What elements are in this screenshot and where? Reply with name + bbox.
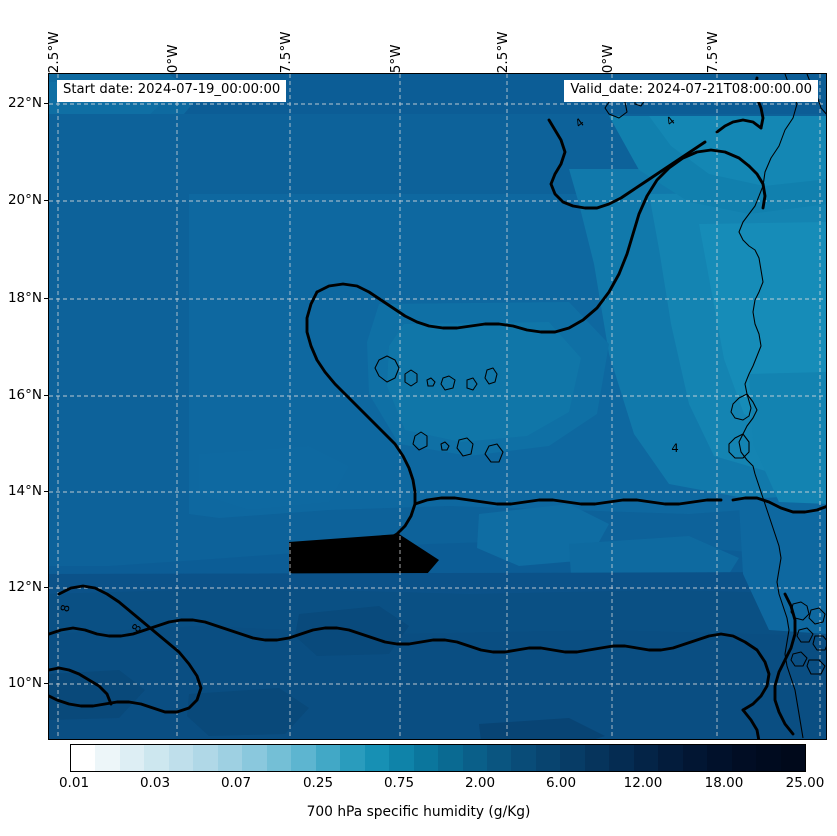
colorbar-cell [168, 745, 194, 771]
humidity-contour-lines [49, 76, 826, 739]
contour-label: 8 [57, 603, 72, 613]
colorbar-cell [217, 745, 243, 771]
colorbar-cell [535, 745, 561, 771]
latitude-tick-mark [44, 491, 48, 492]
colorbar-cell [462, 745, 487, 771]
latitude-tick-mark [44, 200, 48, 201]
colorbar-cell [291, 745, 316, 771]
colorbar-cell [364, 745, 390, 771]
colorbar-tick-label: 2.00 [464, 775, 496, 791]
colorbar-cell [95, 745, 120, 771]
colorbar-cell [609, 745, 634, 771]
colorbar-cell [144, 745, 169, 771]
latitude-tick-mark [44, 587, 48, 588]
colorbar-cell [511, 745, 536, 771]
map-plot-area[interactable]: 4 4 4 8 8 Start date: 2024-07-19_00:00:0… [48, 73, 827, 740]
colorbar-cell [315, 745, 341, 771]
colorbar-tick-label: 0.01 [58, 775, 90, 791]
colorbar-tick-label: 25.00 [785, 775, 825, 791]
contour-label: 4 [671, 441, 678, 455]
latitude-tick-label: 10°N [7, 675, 42, 691]
latitude-tick-mark [44, 395, 48, 396]
map-gridlines [49, 74, 826, 739]
colorbar-cell [71, 745, 96, 771]
map-svg: 4 4 4 8 8 [49, 74, 826, 739]
latitude-tick-label: 20°N [7, 192, 42, 208]
colorbar-cell [560, 745, 585, 771]
latitude-tick-mark [44, 298, 48, 299]
latitude-tick-label: 16°N [7, 387, 42, 403]
colorbar-tick-label: 0.07 [220, 775, 252, 791]
colorbar-cell [438, 745, 463, 771]
colorbar-cell [119, 745, 145, 771]
colorbar-cell [413, 745, 439, 771]
colorbar-cell [731, 745, 757, 771]
colorbar-cell [780, 745, 806, 771]
colorbar-cell [707, 745, 732, 771]
colorbar-tick-label: 12.00 [623, 775, 663, 791]
colorbar-cell [584, 745, 610, 771]
latitude-tick-mark [44, 103, 48, 104]
latitude-tick-label: 14°N [7, 483, 42, 499]
colorbar-cell [633, 745, 659, 771]
latitude-tick-label: 18°N [7, 290, 42, 306]
latitude-tick-label: 22°N [7, 95, 42, 111]
colorbar-cell [389, 745, 414, 771]
latitude-tick-label: 12°N [7, 579, 42, 595]
colorbar-cell [756, 745, 781, 771]
colorbar-cell [682, 745, 708, 771]
colorbar-cell [242, 745, 267, 771]
colorbar-tick-label: 0.25 [302, 775, 334, 791]
colorbar-title: 700 hPa specific humidity (g/Kg) [306, 804, 531, 820]
humidity-filled-contours [49, 74, 826, 739]
colorbar-cell [193, 745, 218, 771]
colorbar-cell [658, 745, 683, 771]
colorbar-tick-label: 0.75 [383, 775, 415, 791]
colorbar-cell [266, 745, 292, 771]
valid-date-annotation: Valid_date: 2024-07-21T08:00:00.00 [564, 80, 818, 102]
colorbar-tick-label: 6.00 [545, 775, 577, 791]
colorbar-cell [486, 745, 512, 771]
colorbar[interactable] [70, 744, 806, 772]
colorbar-tick-label: 0.03 [139, 775, 171, 791]
start-date-annotation: Start date: 2024-07-19_00:00:00 [57, 80, 287, 102]
colorbar-tick-label-group: 0.01 0.03 0.07 0.25 0.75 2.00 6.00 12.00 18.00 25… [0, 775, 837, 795]
colorbar-cell [340, 745, 365, 771]
latitude-tick-mark [44, 683, 48, 684]
colorbar-tick-label: 18.00 [704, 775, 744, 791]
coastline-layer [374, 74, 826, 739]
